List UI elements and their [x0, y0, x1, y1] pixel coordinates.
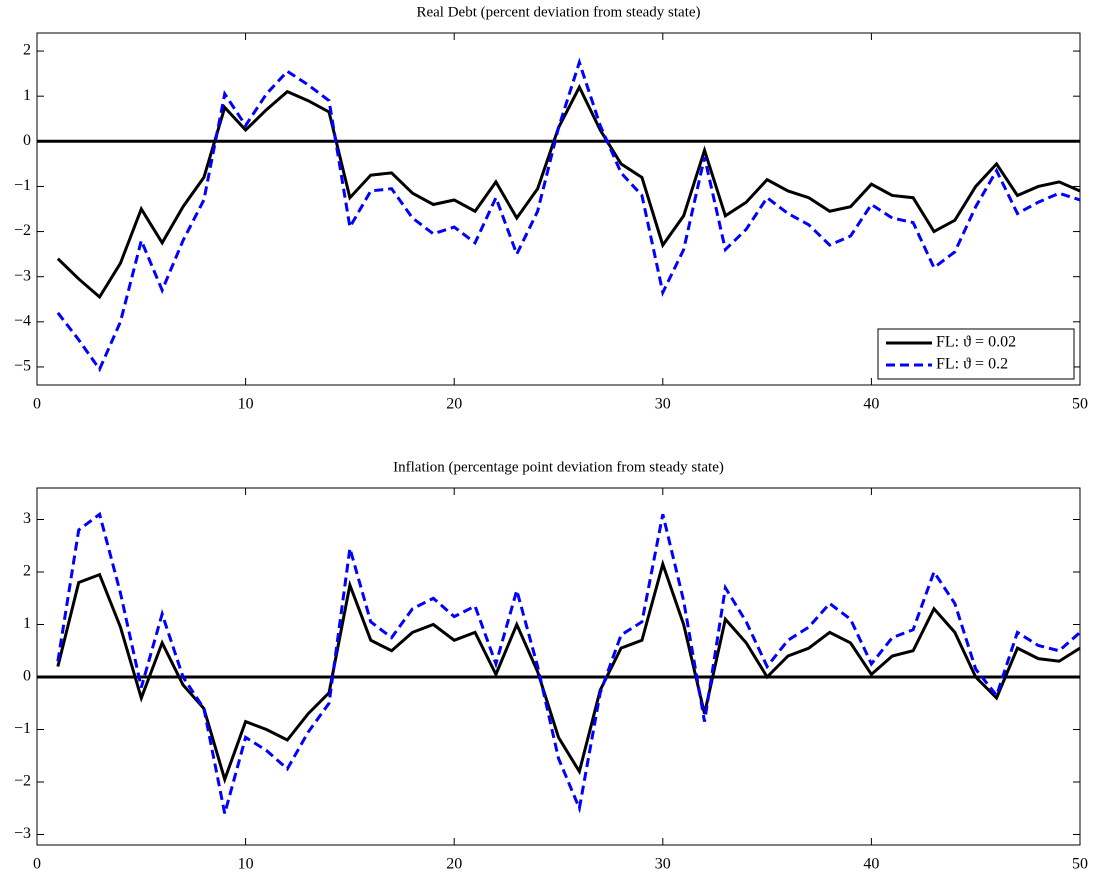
y-tick-label: 1: [23, 87, 31, 104]
legend-label: FL: ϑ = 0.02: [936, 334, 1016, 351]
y-tick-label: 3: [23, 510, 31, 527]
chart-title: Inflation (percentage point deviation fr…: [393, 459, 724, 475]
y-tick-label: −3: [14, 825, 31, 842]
y-tick-label: 2: [23, 563, 31, 580]
x-tick-label: 10: [238, 856, 254, 873]
x-tick-label: 0: [33, 856, 41, 873]
y-tick-label: 1: [23, 615, 31, 632]
x-tick-label: 50: [1072, 856, 1088, 873]
x-tick-label: 30: [655, 856, 671, 873]
data-line: [56, 559, 1081, 785]
y-tick-label: −2: [14, 773, 31, 790]
y-tick-label: 0: [23, 132, 31, 149]
plot-frame: [36, 487, 1081, 846]
y-tick-label: −3: [14, 267, 31, 284]
legend-label: FL: ϑ = 0.2: [936, 356, 1008, 373]
y-tick-label: 0: [23, 668, 31, 685]
legend-box: [877, 328, 1075, 380]
x-tick-label: 30: [655, 396, 671, 413]
data-line: [56, 83, 1081, 300]
data-line: [56, 511, 1081, 814]
x-tick-label: 10: [238, 396, 254, 413]
x-tick-label: 40: [863, 396, 879, 413]
y-tick-label: −1: [14, 720, 31, 737]
x-tick-label: 50: [1072, 396, 1088, 413]
y-tick-label: −4: [14, 312, 31, 329]
plot-frame: [36, 32, 1081, 386]
y-tick-label: 2: [23, 42, 31, 59]
y-tick-label: −2: [14, 222, 31, 239]
x-tick-label: 20: [446, 856, 462, 873]
x-tick-label: 0: [33, 396, 41, 413]
chart-title: Real Debt (percent deviation from steady…: [416, 4, 700, 20]
y-tick-label: −5: [14, 358, 31, 375]
x-tick-label: 40: [863, 856, 879, 873]
y-tick-label: −1: [14, 177, 31, 194]
x-tick-label: 20: [446, 396, 462, 413]
